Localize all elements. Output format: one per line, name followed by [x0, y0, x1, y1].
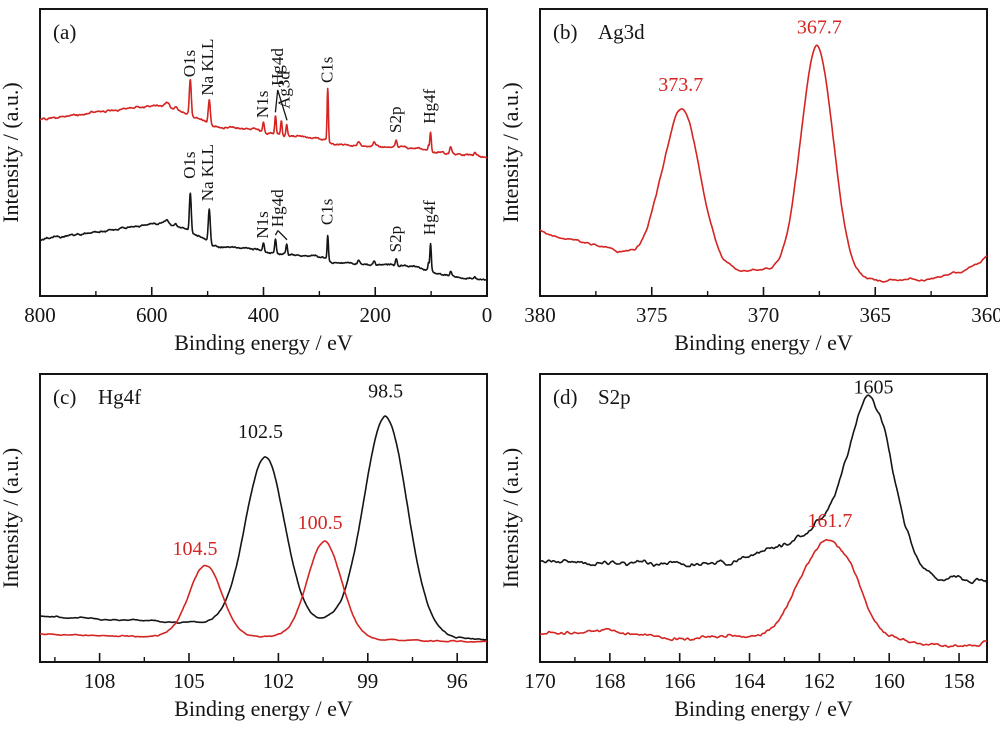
x-tick-label: 160 [873, 669, 905, 693]
chart-a-survey-spectra: 800 600 400 200 0 Binding energy / eV Intensit… [0, 8, 493, 355]
x-tick-label: 360 [971, 303, 1000, 327]
plot-frame [539, 373, 988, 663]
peak-pointer-line [274, 230, 279, 236]
x-tick-label: 164 [734, 669, 766, 693]
peak-label: N1s [253, 91, 272, 118]
panel-title: Ag3d [598, 20, 645, 44]
x-tick-label: 400 [248, 303, 280, 327]
x-tick-label: 380 [524, 303, 556, 327]
peak-label: S2p [386, 107, 405, 133]
panel-b: 380 375 370 365 360 Binding energy / eV Intens… [500, 0, 1000, 365]
peak-label: 104.5 [172, 538, 217, 560]
peak-label: Hg4d [268, 189, 287, 227]
trace-black-trace [39, 415, 488, 641]
peak-label: Hg4d [268, 48, 287, 86]
peak-label: S2p [386, 226, 405, 252]
y-axis-label: Intensity / (a.u.) [500, 448, 523, 589]
peak-pointer-line [277, 230, 288, 241]
peak-label: Hg4f [420, 200, 439, 235]
x-tick-label: 170 [524, 669, 556, 693]
y-axis-label: Intensity / (a.u.) [0, 448, 23, 589]
peak-label: 100.5 [298, 512, 343, 534]
peak-label: 367.7 [797, 16, 842, 38]
x-axis-label: Binding energy / eV [674, 696, 853, 721]
peak-label: Na KLL [198, 39, 217, 96]
chart-b-ag3d-spectrum: 380 375 370 365 360 Binding energy / eV Intens… [500, 8, 1000, 355]
panel-c: 108 105 102 99 96 Binding energy / eV Intensit… [0, 365, 500, 731]
panel-letter: (b) [553, 20, 578, 44]
peak-label: C1s [317, 199, 336, 225]
plot-frame [539, 8, 988, 297]
trace-red-trace [39, 78, 488, 159]
peak-pointer-line [277, 89, 288, 121]
panel-letter: (d) [553, 385, 578, 409]
trace-black-trace [39, 192, 488, 282]
x-tick-label: 200 [360, 303, 392, 327]
x-tick-label: 0 [482, 303, 493, 327]
x-tick-label: 162 [804, 669, 836, 693]
panel-title: S2p [598, 385, 631, 409]
x-tick-label: 108 [84, 669, 116, 693]
peak-label: 161.7 [807, 510, 852, 532]
trace-red-trace [539, 44, 988, 283]
trace-black-trace [539, 394, 988, 585]
x-tick-label: 365 [860, 303, 892, 327]
peak-label: 102.5 [238, 421, 283, 443]
panel-letter: (a) [53, 20, 76, 44]
trace-red-trace [539, 538, 988, 648]
panel-title: Hg4f [98, 385, 141, 409]
chart-c-hg4f-spectrum: 108 105 102 99 96 Binding energy / eV Intensit… [0, 373, 488, 721]
x-tick-label: 600 [136, 303, 168, 327]
x-tick-label: 96 [447, 669, 468, 693]
plot-frame [39, 8, 488, 297]
x-tick-label: 105 [173, 669, 205, 693]
panel-letter: (c) [53, 385, 76, 409]
peak-label: 1605 [854, 377, 894, 399]
y-axis-label: Intensity / (a.u.) [0, 82, 23, 223]
panel-d: 170 168 166 164 162 160 158 Binding energy / eV… [500, 365, 1000, 731]
chart-d-s2p-spectrum: 170 168 166 164 162 160 158 Binding energy / eV… [500, 373, 988, 721]
peak-pointer-line [274, 89, 279, 113]
plot-frame [39, 373, 488, 663]
x-tick-label: 375 [636, 303, 668, 327]
x-tick-label: 800 [24, 303, 56, 327]
peak-label: O1s [180, 50, 199, 77]
x-tick-label: 102 [263, 669, 295, 693]
panel-a: 800 600 400 200 0 Binding energy / eV Intensit… [0, 0, 500, 365]
trace-red-trace [39, 540, 488, 643]
peak-label: Na KLL [198, 144, 217, 201]
x-tick-label: 158 [943, 669, 975, 693]
x-tick-label: 99 [357, 669, 378, 693]
peak-label: C1s [317, 57, 336, 83]
peak-label: O1s [180, 151, 199, 178]
peak-label: Hg4f [420, 89, 439, 124]
peak-label: Ag3d [274, 71, 293, 109]
peak-label: N1s [253, 211, 272, 238]
x-axis-label: Binding energy / eV [174, 696, 353, 721]
peak-label: 98.5 [368, 381, 403, 403]
x-axis-label: Binding energy / eV [174, 330, 353, 355]
x-axis-label: Binding energy / eV [674, 330, 853, 355]
y-axis-label: Intensity / (a.u.) [500, 82, 523, 223]
x-tick-label: 168 [594, 669, 626, 693]
x-tick-label: 166 [664, 669, 696, 693]
peak-label: 373.7 [658, 74, 703, 96]
x-tick-label: 370 [748, 303, 780, 327]
